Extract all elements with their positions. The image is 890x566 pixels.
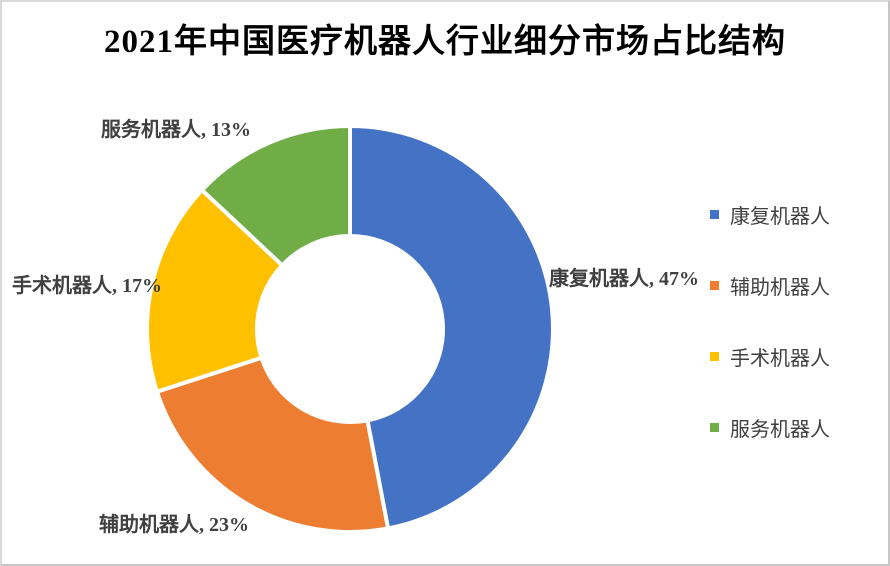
data-label-surgical-robot: 手术机器人, 17% <box>12 275 162 297</box>
legend-item-rehabilitation-robot: 康复机器人 <box>710 202 880 228</box>
legend-swatch-orange-icon <box>710 280 719 290</box>
legend-swatch-green-icon <box>710 422 719 432</box>
legend-swatch-blue-icon <box>710 209 719 219</box>
donut-slice-2 <box>145 188 285 394</box>
data-label-auxiliary-robot: 辅助机器人, 23% <box>99 514 249 536</box>
data-label-rehabilitation-robot: 康复机器人, 47% <box>549 268 699 290</box>
legend-item-surgical-robot: 手术机器人 <box>710 344 880 370</box>
legend-swatch-yellow-icon <box>710 351 719 361</box>
legend-label: 手术机器人 <box>730 347 830 370</box>
donut-slice-3 <box>200 124 352 268</box>
data-label-service-robot: 服务机器人, 13% <box>101 119 251 141</box>
chart-title: 2021年中国医疗机器人行业细分市场占比结构 <box>104 24 786 60</box>
donut-slice-0 <box>348 124 555 531</box>
legend-item-auxiliary-robot: 辅助机器人 <box>710 273 880 299</box>
legend-label: 服务机器人 <box>730 418 830 441</box>
legend-item-service-robot: 服务机器人 <box>710 415 880 441</box>
legend-label: 康复机器人 <box>730 205 830 228</box>
donut-slice-1 <box>154 355 391 534</box>
legend-label: 辅助机器人 <box>730 276 830 299</box>
legend: 康复机器人 辅助机器人 手术机器人 服务机器人 <box>710 202 880 441</box>
